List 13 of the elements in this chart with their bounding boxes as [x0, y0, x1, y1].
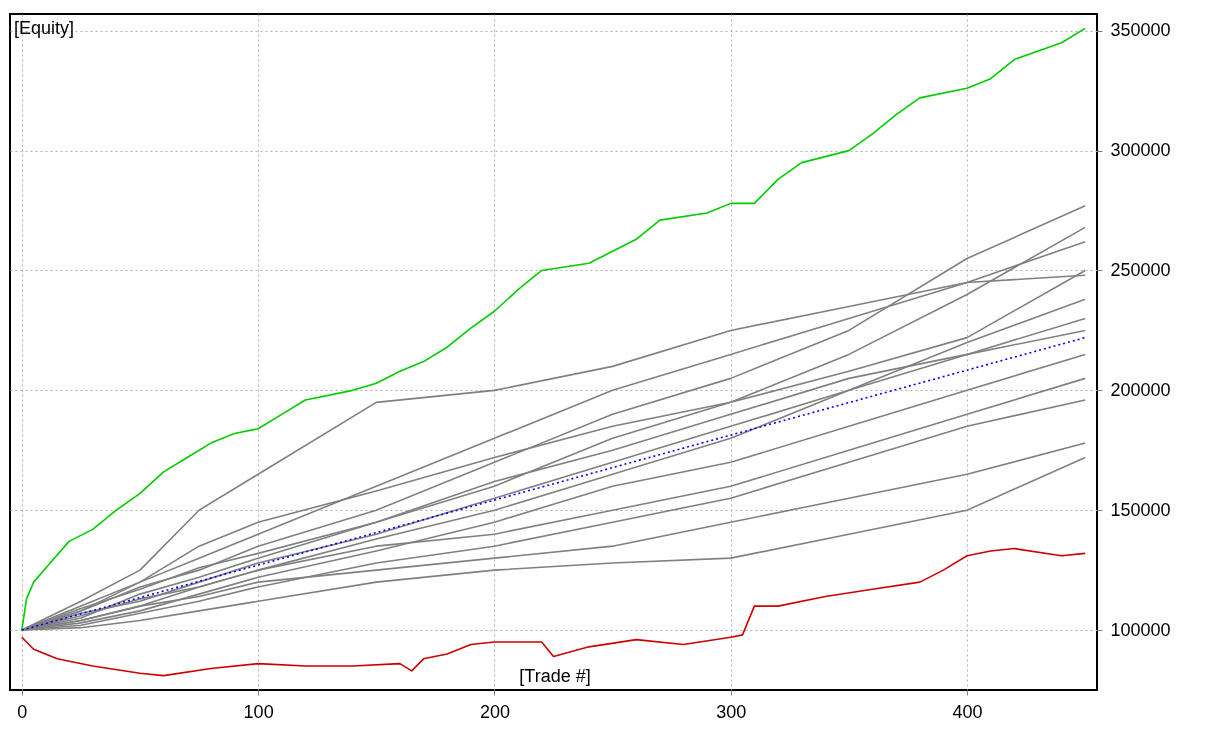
- y-tick-label: 150000: [1110, 499, 1171, 520]
- y-tick-label: 200000: [1110, 379, 1171, 400]
- x-tick-label: 100: [243, 701, 274, 722]
- y-axis-title: [Equity]: [14, 18, 75, 38]
- x-tick-label: 400: [952, 701, 983, 722]
- x-tick-label: 300: [716, 701, 747, 722]
- x-tick-label: 200: [479, 701, 510, 722]
- y-tick-label: 350000: [1110, 20, 1171, 41]
- y-tick-label: 100000: [1110, 619, 1171, 640]
- y-tick-label: 300000: [1110, 140, 1171, 161]
- y-tick-label: 250000: [1110, 260, 1171, 280]
- x-axis-title: [Trade #]: [519, 666, 591, 686]
- x-tick-label: 0: [17, 701, 28, 722]
